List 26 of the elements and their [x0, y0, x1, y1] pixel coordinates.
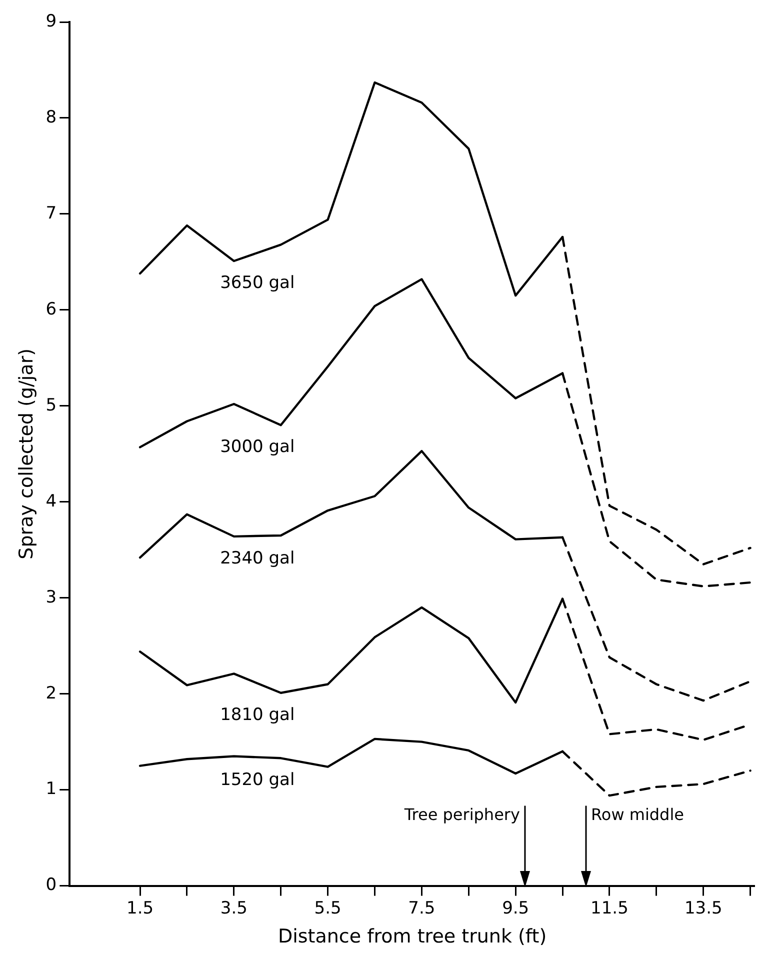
- y-tick-label: 7: [46, 203, 57, 224]
- y-tick-label: 1: [46, 779, 57, 800]
- series-label: 1810 gal: [220, 704, 295, 725]
- y-tick-label: 8: [46, 107, 57, 128]
- x-axis-title: Distance from tree trunk (ft): [278, 926, 547, 948]
- x-tick-label: 5.5: [314, 898, 342, 918]
- y-axis-title: Spray collected (g/jar): [15, 348, 38, 560]
- y-tick-label: 0: [46, 875, 57, 896]
- x-tick-label: 3.5: [220, 898, 248, 918]
- series-label: 3000 gal: [220, 437, 295, 458]
- series-label: 2340 gal: [220, 548, 295, 568]
- series-label: 3650 gal: [220, 272, 295, 293]
- ref-line-label: Tree periphery: [403, 804, 520, 824]
- y-tick-label: 6: [46, 299, 57, 320]
- y-tick-label: 9: [46, 11, 57, 32]
- x-tick-label: 11.5: [590, 898, 628, 918]
- x-tick-label: 13.5: [684, 898, 722, 918]
- y-tick-label: 2: [46, 683, 57, 704]
- y-tick-label: 4: [46, 491, 57, 512]
- x-tick-label: 1.5: [126, 898, 154, 918]
- ref-line-label: Row middle: [591, 804, 684, 824]
- x-tick-label: 7.5: [408, 898, 436, 918]
- y-tick-label: 3: [46, 587, 57, 608]
- series-label: 1520 gal: [220, 770, 295, 790]
- y-tick-label: 5: [46, 395, 57, 416]
- x-tick-label: 9.5: [502, 898, 530, 918]
